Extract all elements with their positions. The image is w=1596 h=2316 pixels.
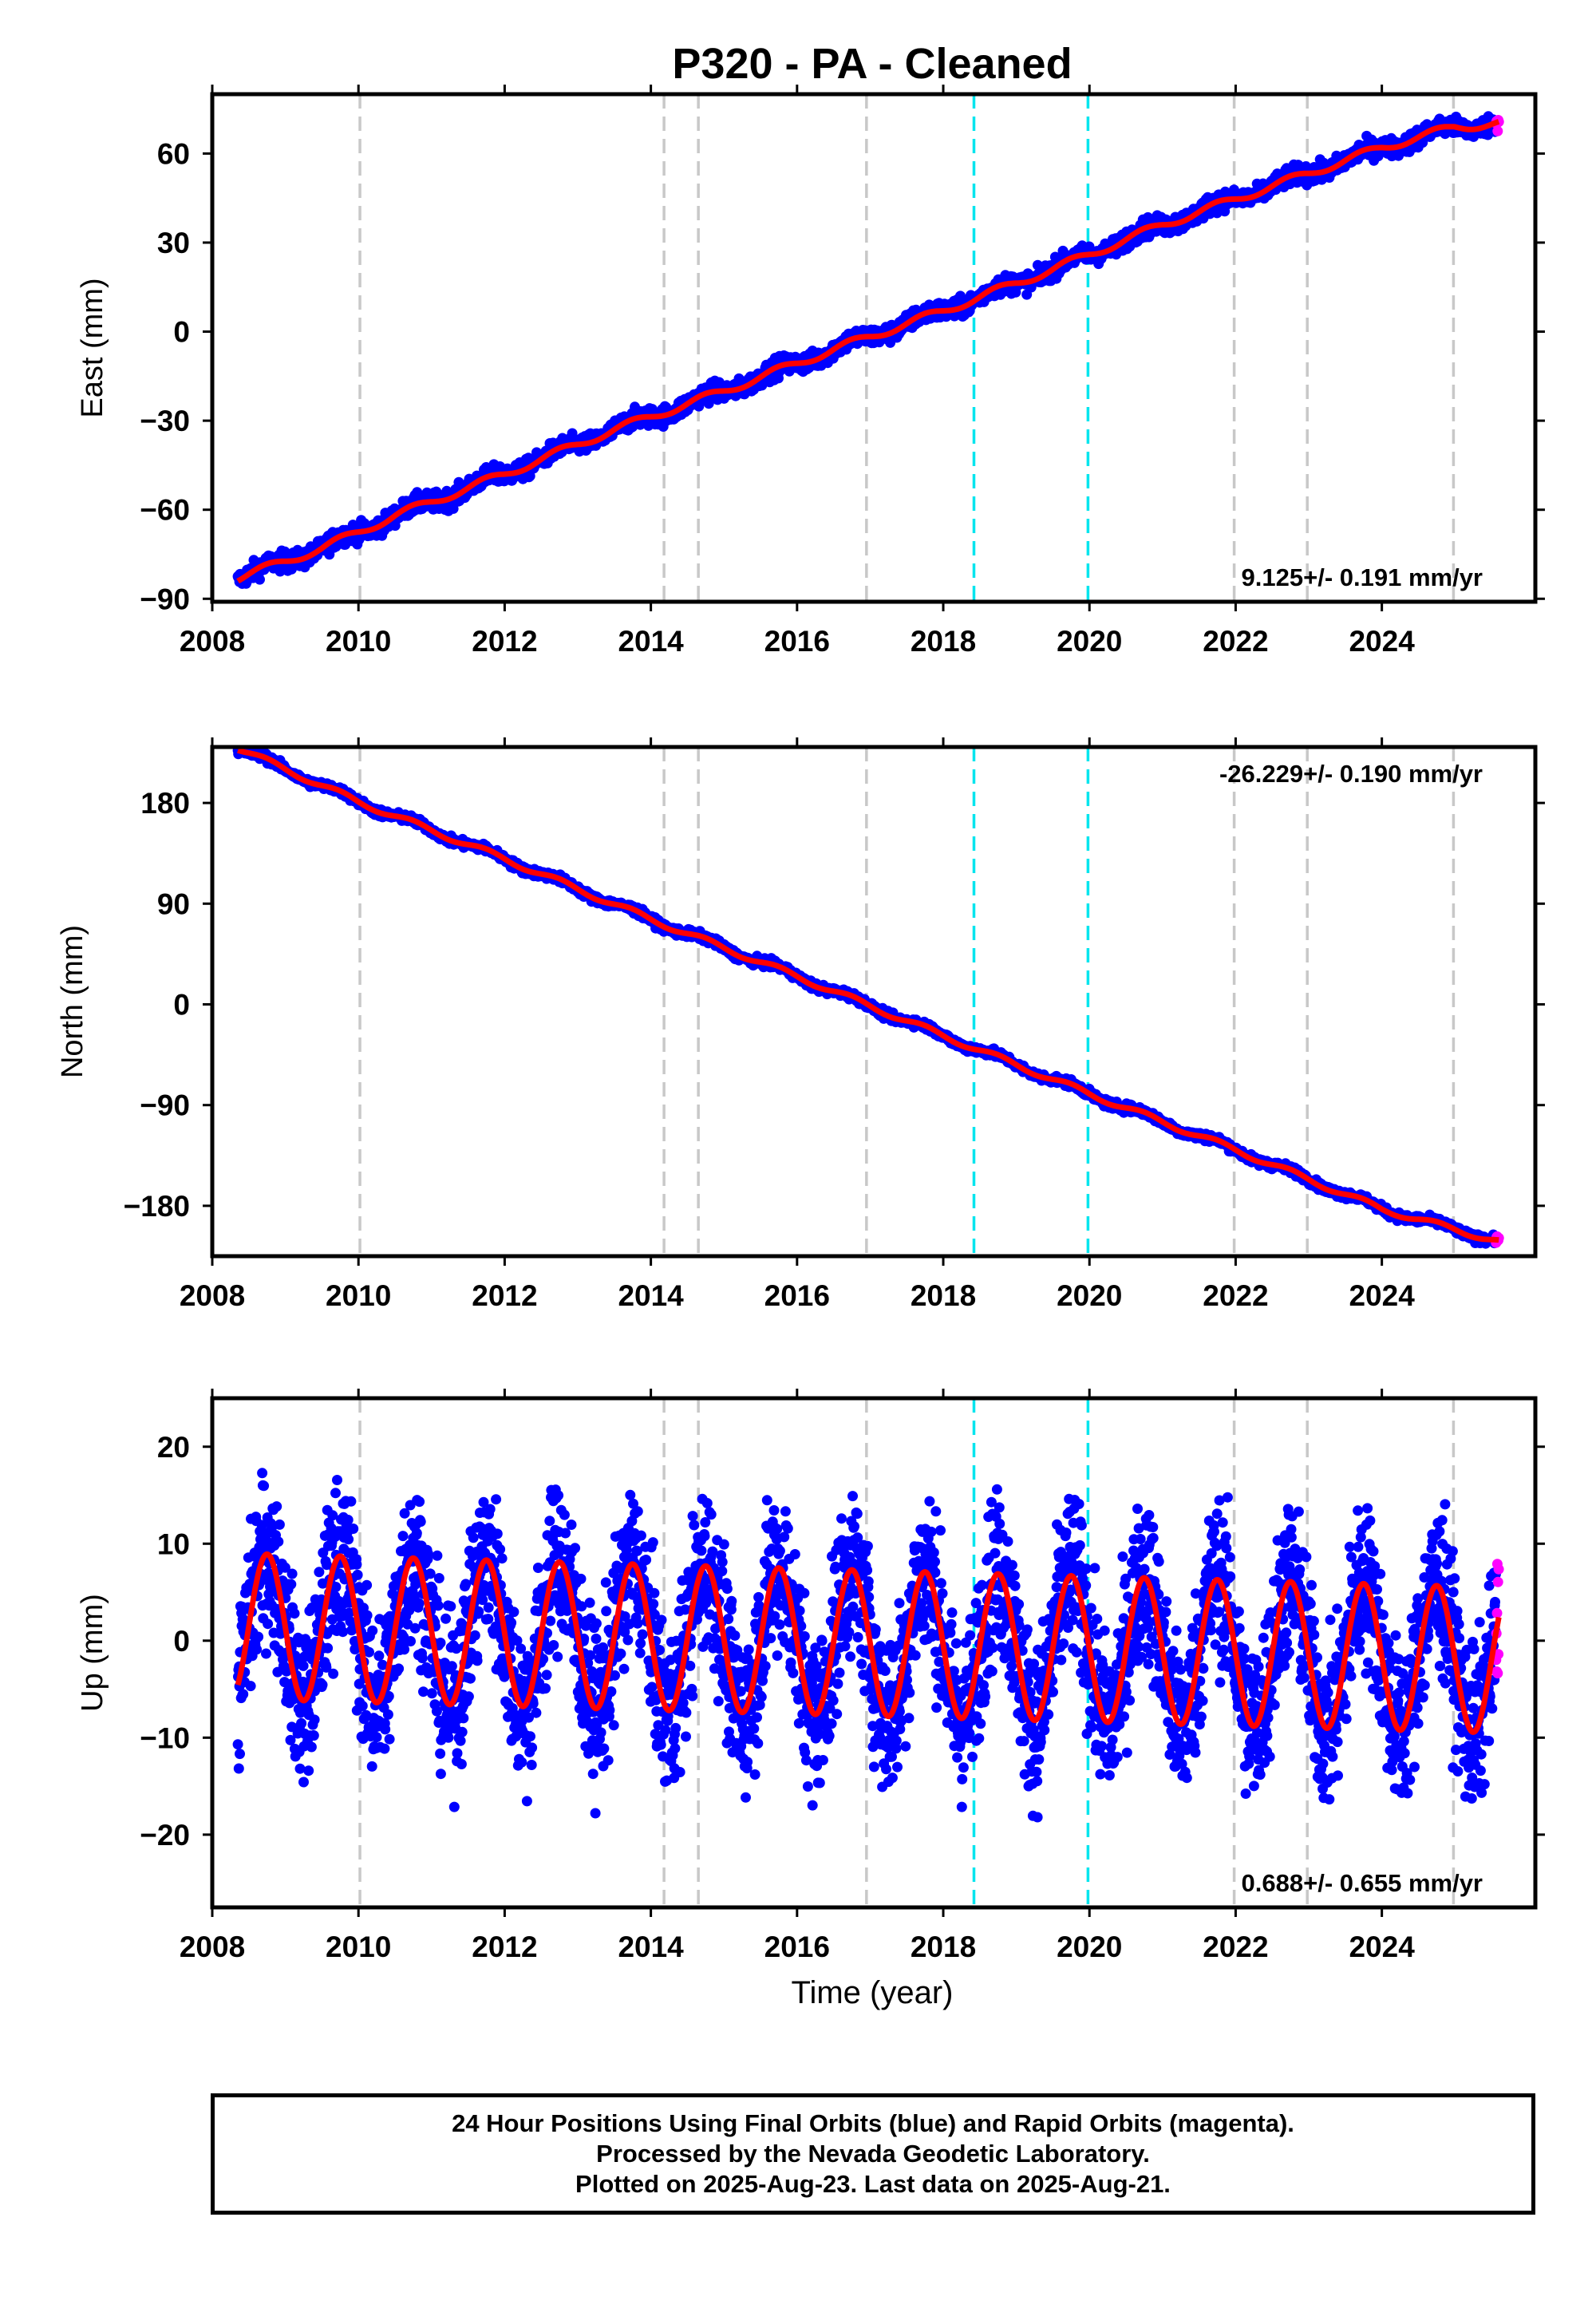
position-point: [245, 1681, 256, 1692]
position-point: [314, 1567, 325, 1578]
panel-east: 2008 2010 2012 2014 2016 2018 2020 2022 2024 −90 −…: [76, 85, 1545, 658]
x-tick-label: 2024: [1349, 625, 1415, 658]
velocity-annotation: -26.229+/- 0.190 mm/yr: [1219, 760, 1483, 788]
position-point: [286, 1568, 298, 1579]
y-axis-label: East (mm): [76, 278, 109, 417]
x-tick-label: 2016: [764, 625, 830, 658]
position-point: [253, 1631, 264, 1642]
x-tick-label: 2022: [1203, 1279, 1268, 1312]
position-point: [261, 1648, 271, 1659]
x-tick-label: 2024: [1349, 1279, 1415, 1312]
position-point: [233, 1763, 244, 1774]
position-point: [238, 1689, 249, 1700]
x-tick-label: 2016: [764, 1279, 830, 1312]
position-point: [271, 1501, 282, 1512]
y-tick-label: 90: [157, 887, 190, 920]
position-point: [309, 1714, 320, 1725]
panels: 2008 2010 2012 2014 2016 2018 2020 2022 2024 −90 −…: [56, 85, 1545, 1963]
x-tick-label: 2018: [911, 1279, 976, 1312]
position-point: [298, 1660, 309, 1671]
position-point: [273, 1536, 284, 1547]
x-tick-label: 2008: [180, 1279, 245, 1312]
y-tick-label: 0: [173, 989, 190, 1022]
y-tick-label: 0: [173, 316, 190, 349]
position-point: [255, 574, 265, 585]
y-tick-label: −60: [140, 494, 190, 527]
y-tick-label: 180: [140, 787, 190, 820]
position-point: [232, 1739, 243, 1750]
y-tick-label: 30: [157, 227, 190, 259]
position-point: [308, 1730, 319, 1741]
plot-frame: [210, 92, 1538, 604]
position-point: [289, 1608, 300, 1619]
position-point: [296, 1717, 307, 1729]
y-tick-label: −180: [124, 1190, 190, 1223]
y-tick-label: −90: [140, 1089, 190, 1122]
x-tick-label: 2020: [1057, 1279, 1122, 1312]
y-tick-label: 60: [157, 137, 190, 170]
x-tick-label: 2014: [618, 625, 684, 658]
position-point: [259, 1480, 270, 1492]
position-point: [263, 1618, 274, 1630]
plot-area: [232, 94, 1504, 602]
panel-north: 2008 2010 2012 2014 2016 2018 2020 2022 2024 −180…: [56, 737, 1545, 1312]
position-point: [298, 1777, 309, 1788]
position-point: [251, 1644, 263, 1655]
position-point: [274, 1519, 285, 1530]
chart-title: P320 - PA - Cleaned: [672, 40, 1072, 88]
y-tick-label: −90: [140, 583, 190, 615]
x-tick-label: 2008: [180, 625, 245, 658]
position-point: [1492, 125, 1503, 136]
plot-area: [232, 747, 1504, 1256]
y-axis-label: North (mm): [56, 925, 89, 1078]
panel-up: 2008 2010 2012 2014 2016 2018 2020 2022 2024−20−…: [76, 1389, 1545, 1963]
x-tick-label: 2018: [911, 625, 976, 658]
x-tick-label: 2010: [326, 625, 391, 658]
position-point: [306, 1741, 317, 1753]
velocity-annotation: 9.125+/- 0.191 mm/yr: [1242, 563, 1483, 591]
x-tick-label: 2022: [1203, 625, 1268, 658]
x-tick-label: 2010: [326, 1279, 391, 1312]
position-point: [235, 1749, 245, 1760]
position-point: [257, 1468, 268, 1479]
y-tick-label: −30: [140, 405, 190, 437]
model-fit-line: [236, 119, 1500, 584]
x-tick-label: 2012: [472, 625, 537, 658]
x-tick-label: 2012: [472, 1279, 537, 1312]
position-point: [286, 1579, 297, 1590]
position-point: [303, 1765, 314, 1777]
x-tick-label: 2014: [618, 1279, 684, 1312]
plot-area: [232, 1398, 1504, 1907]
x-tick-label: 2020: [1057, 625, 1122, 658]
